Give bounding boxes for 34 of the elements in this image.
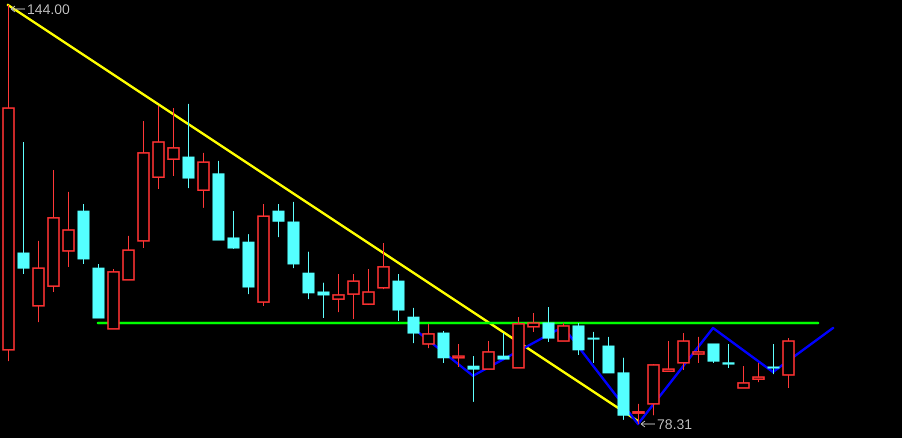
- candlestick: [318, 282, 330, 318]
- candlestick: [452, 343, 465, 368]
- candlestick: [708, 343, 720, 364]
- candlestick: [662, 340, 675, 372]
- candlestick: [167, 108, 180, 176]
- candlestick: [18, 142, 30, 274]
- annotation: 144.00: [27, 0, 70, 17]
- candlestick: [632, 403, 645, 424]
- candlestick: [468, 356, 480, 402]
- candlestick: [272, 204, 284, 238]
- candlestick: [768, 343, 780, 375]
- candlestick: [422, 323, 435, 349]
- annotation: 78.31: [657, 416, 692, 432]
- candlestick: [377, 242, 390, 290]
- candlestick: [362, 268, 375, 306]
- candlestick: [228, 210, 240, 250]
- candlestick: [527, 312, 540, 332]
- candlestick: [347, 274, 360, 320]
- candlestick: [737, 366, 750, 389]
- candlestick: [302, 251, 314, 300]
- candlestick: [332, 274, 345, 313]
- candlestick: [482, 340, 495, 370]
- candlestick: [722, 343, 734, 368]
- candlestick: [677, 332, 690, 370]
- candlestick: [182, 103, 194, 189]
- candlestick: [588, 331, 600, 364]
- candlestick: [572, 322, 584, 356]
- candlestick: [498, 332, 510, 360]
- candlestick: [557, 322, 570, 342]
- candlestick: [692, 336, 705, 364]
- candlestick: [408, 307, 420, 344]
- candlestick: [752, 362, 765, 383]
- candlestick: [542, 306, 554, 342]
- candlestick: [62, 191, 75, 268]
